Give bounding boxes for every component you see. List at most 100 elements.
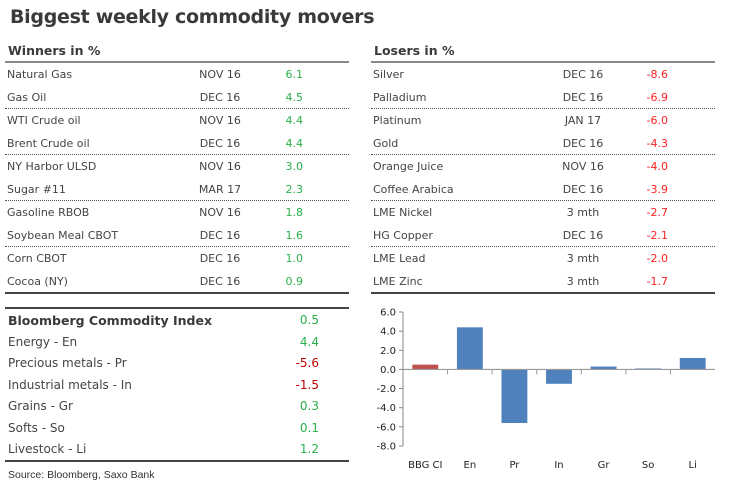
winners-contract: DEC 16 (199, 228, 241, 242)
losers-contract: NOV 16 (562, 160, 604, 173)
winners-row: Gas Oil DEC 16 4.5 (5, 86, 349, 109)
losers-row: Gold DEC 16 -4.3 (371, 132, 715, 155)
losers-row: Orange Juice NOV 16 -4.0 (371, 155, 715, 178)
losers-contract: DEC 16 (562, 228, 604, 242)
winners-value: 1.8 (285, 206, 304, 219)
chart-y-tick-label: -2.0 (376, 384, 396, 395)
index-row: Livestock - Li 1.2 (5, 438, 349, 460)
losers-value: -2.7 (646, 206, 668, 219)
winners-heading: Winners in % (8, 43, 101, 58)
index-value: 4.4 (299, 334, 319, 349)
chart-bar-li (679, 357, 706, 370)
index-name: Industrial metals - In (8, 377, 132, 392)
index-name: Precious metals - Pr (8, 356, 127, 370)
index-table: Bloomberg Commodity Index 0.5 Energy - E… (5, 307, 349, 462)
index-name: Grains - Gr (8, 399, 73, 413)
losers-row: LME Nickel 3 mth -2.7 (371, 201, 715, 224)
losers-contract: 3 mth (566, 252, 600, 265)
losers-row: LME Zinc 3 mth -1.7 (371, 270, 715, 293)
winners-value: 3.0 (285, 160, 304, 173)
chart-x-tick-label: Li (689, 460, 697, 471)
losers-contract: JAN 17 (564, 114, 602, 127)
chart-x-tick-label: Pr (509, 460, 520, 471)
losers-contract: 3 mth (566, 206, 600, 219)
losers-value: -6.0 (646, 114, 668, 127)
winners-bottom-rule (5, 292, 349, 294)
winners-value: 4.4 (285, 114, 304, 127)
index-row: Industrial metals - In -1.5 (5, 374, 349, 396)
losers-value: -3.9 (646, 182, 668, 196)
losers-name: Palladium (373, 90, 427, 104)
page-title: Biggest weekly commodity movers (10, 6, 375, 28)
losers-name: HG Copper (373, 228, 433, 242)
losers-name: LME Lead (373, 252, 426, 265)
losers-value: -2.1 (646, 228, 668, 242)
chart-bar-pr (501, 369, 528, 424)
losers-name: Gold (373, 136, 399, 150)
winners-contract: DEC 16 (199, 252, 241, 265)
chart-y-tick-label: -6.0 (376, 422, 396, 433)
index-name: Energy - En (8, 334, 78, 349)
index-bottom-rule (5, 459, 349, 462)
winners-value: 6.1 (285, 68, 304, 81)
winners-value: 1.6 (285, 228, 304, 242)
losers-table: Silver DEC 16 -8.6 Palladium DEC 16 -6.9 Plati… (371, 61, 715, 294)
losers-row: Silver DEC 16 -8.6 (371, 63, 715, 86)
winners-name: Sugar #11 (7, 182, 66, 196)
index-row: Precious metals - Pr -5.6 (5, 352, 349, 374)
winners-row: Natural Gas NOV 16 6.1 (5, 63, 349, 86)
losers-value: -6.9 (646, 90, 668, 104)
losers-name: Silver (373, 68, 404, 81)
chart-bar-in (546, 369, 572, 384)
winners-contract: MAR 17 (198, 182, 242, 196)
winners-contract: NOV 16 (199, 68, 241, 81)
winners-contract: DEC 16 (199, 90, 241, 104)
chart-x-tick-label: Gr (598, 460, 611, 471)
index-name: Softs - So (8, 420, 65, 435)
index-row: Softs - So 0.1 (5, 417, 349, 439)
index-name: Livestock - Li (8, 442, 87, 456)
losers-contract: 3 mth (566, 274, 600, 288)
losers-value: -4.3 (646, 136, 668, 150)
chart-y-tick-label: 6.0 (380, 308, 396, 319)
losers-name: Coffee Arabica (373, 182, 454, 196)
losers-name: LME Nickel (373, 206, 433, 219)
winners-row: Brent Crude oil DEC 16 4.4 (5, 132, 349, 155)
index-heading-value: 0.5 (299, 313, 319, 327)
index-heading: Bloomberg Commodity Index (8, 313, 213, 328)
winners-value: 2.3 (285, 182, 304, 196)
winners-row: Soybean Meal CBOT DEC 16 1.6 (5, 224, 349, 247)
winners-name: Gasoline RBOB (7, 206, 90, 219)
losers-name: Platinum (373, 114, 422, 127)
chart-bar-gr (590, 366, 617, 370)
chart-y-tick-label: -4.0 (376, 403, 396, 414)
winners-name: NY Harbor ULSD (7, 160, 97, 173)
winners-row: WTI Crude oil NOV 16 4.4 (5, 109, 349, 132)
chart-x-tick-label: BBG CI (408, 460, 442, 471)
winners-contract: DEC 16 (199, 274, 241, 288)
index-value: -1.5 (295, 377, 319, 392)
winners-name: Corn CBOT (7, 252, 67, 265)
winners-name: WTI Crude oil (7, 114, 81, 127)
winners-top-rule (5, 61, 349, 63)
losers-top-rule (371, 61, 715, 63)
index-row: Energy - En 4.4 (5, 331, 349, 353)
winners-contract: NOV 16 (199, 160, 241, 173)
losers-value: -2.0 (646, 252, 668, 265)
winners-value: 4.5 (285, 90, 304, 104)
winners-row: Cocoa (NY) DEC 16 0.9 (5, 270, 349, 293)
winners-row: Gasoline RBOB NOV 16 1.8 (5, 201, 349, 224)
winners-contract: DEC 16 (199, 136, 241, 150)
losers-contract: DEC 16 (562, 90, 604, 104)
chart-x-tick-label: In (554, 460, 563, 471)
winners-row: Sugar #11 MAR 17 2.3 (5, 178, 349, 201)
winners-value: 1.0 (285, 252, 304, 265)
losers-bottom-rule (371, 292, 715, 294)
losers-contract: DEC 16 (562, 68, 604, 81)
winners-row: NY Harbor ULSD NOV 16 3.0 (5, 155, 349, 178)
index-row: Grains - Gr 0.3 (5, 395, 349, 417)
winners-contract: NOV 16 (199, 206, 241, 219)
chart-y-tick-label: 0.0 (380, 365, 396, 376)
chart-y-tick-label: -8.0 (376, 442, 396, 453)
